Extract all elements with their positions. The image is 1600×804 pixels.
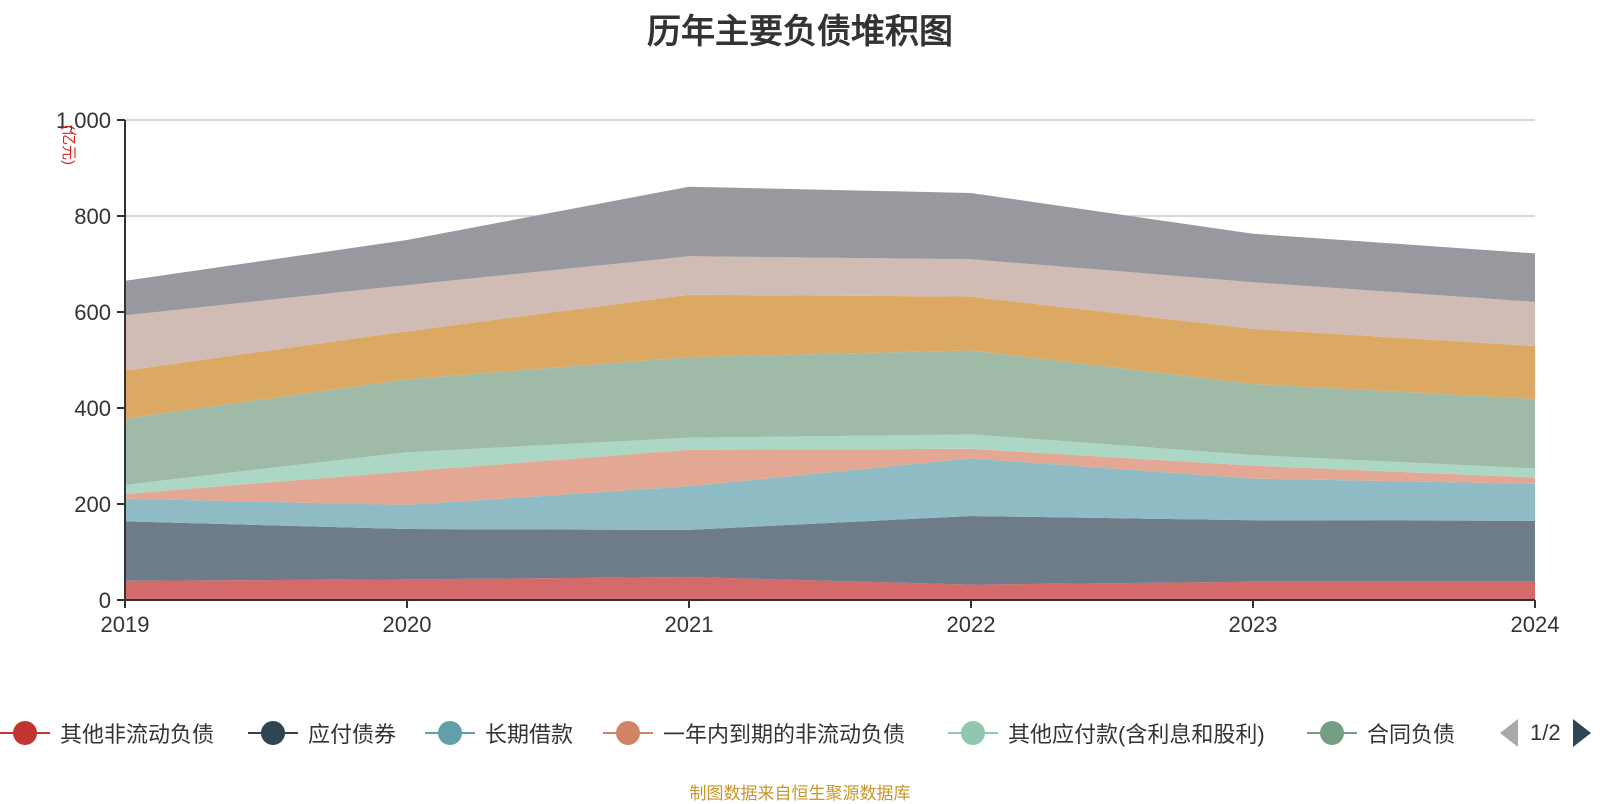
area-series-7 bbox=[125, 294, 1535, 419]
x-tick-label: 2021 bbox=[665, 612, 714, 637]
legend-symbol-icon bbox=[248, 719, 298, 747]
area-series-8 bbox=[125, 256, 1535, 371]
area-series-3 bbox=[125, 458, 1535, 530]
y-tick-label: 0 bbox=[99, 588, 111, 613]
y-tick-label: 200 bbox=[74, 492, 111, 517]
legend-item[interactable]: 一年内到期的非流动负债 bbox=[603, 713, 905, 753]
y-tick-label: 600 bbox=[74, 300, 111, 325]
area-series-2 bbox=[125, 516, 1535, 585]
y-tick-label: 800 bbox=[74, 204, 111, 229]
legend-item-label: 一年内到期的非流动负债 bbox=[663, 722, 906, 747]
next-page-icon[interactable] bbox=[1572, 719, 1591, 747]
legend-item[interactable]: 其他非流动负债 bbox=[0, 713, 214, 753]
y-tick-label: 400 bbox=[74, 396, 111, 421]
legend-item-label: 其他非流动负债 bbox=[60, 722, 215, 747]
area-series-5 bbox=[125, 434, 1535, 494]
area-series-4 bbox=[125, 448, 1535, 505]
legend-symbol-icon bbox=[603, 719, 653, 747]
data-source-note: 制图数据来自恒生聚源数据库 bbox=[689, 784, 911, 803]
legend-item[interactable]: 合同负债 bbox=[1307, 713, 1455, 753]
legend-symbol-icon bbox=[0, 719, 50, 747]
area-series-1 bbox=[125, 577, 1535, 600]
x-tick-label: 2024 bbox=[1511, 612, 1560, 637]
legend-item[interactable]: 其他应付款(含利息和股利) bbox=[948, 713, 1265, 753]
legend-item-label: 其他应付款(含利息和股利) bbox=[1008, 722, 1265, 747]
legend-item-label: 应付债券 bbox=[308, 722, 397, 747]
legend: 其他非流动负债 应付债券 长期借款 一年内到期的非流动负债 其他应付款(含利息和股利) 合… bbox=[0, 713, 1600, 753]
y-tick-label: 1,000 bbox=[56, 108, 111, 133]
legend-page-indicator: 1/2 bbox=[1530, 720, 1561, 745]
area-series bbox=[125, 186, 1535, 600]
previous-page-icon[interactable] bbox=[1500, 719, 1518, 747]
legend-symbol-icon bbox=[948, 719, 998, 747]
legend-item-label: 合同负债 bbox=[1367, 722, 1456, 747]
x-tick-label: 2020 bbox=[383, 612, 432, 637]
chart-title: 历年主要负债堆积图 bbox=[647, 13, 953, 51]
area-series-9 bbox=[125, 186, 1535, 316]
x-tick-label: 2022 bbox=[947, 612, 996, 637]
legend-item[interactable]: 应付债券 bbox=[248, 713, 396, 753]
legend-pager: 1/2 bbox=[1500, 713, 1591, 753]
x-tick-label: 2019 bbox=[101, 612, 150, 637]
x-tick-label: 2023 bbox=[1229, 612, 1278, 637]
area-series-6 bbox=[125, 350, 1535, 485]
legend-symbol-icon bbox=[425, 719, 475, 747]
y-axis-unit-label: (亿元) bbox=[60, 125, 77, 165]
legend-item[interactable]: 长期借款 bbox=[425, 713, 573, 753]
legend-item-label: 长期借款 bbox=[485, 722, 574, 747]
axes: 0 200 400 600 800 1,000 2019 2020 2021 2022 2023 20… bbox=[56, 108, 1560, 637]
legend-symbol-icon bbox=[1307, 719, 1357, 747]
